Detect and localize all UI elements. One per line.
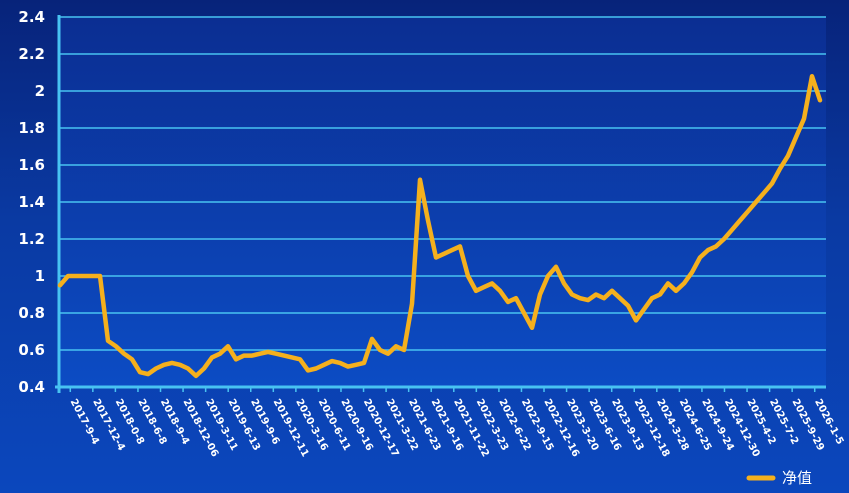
grid-lines [59,16,826,388]
y-tick-label: 2 [35,82,45,100]
series-layer [57,73,823,379]
y-tick-label: 0.6 [18,341,45,359]
x-tick-labels: 2017-9-42017-12-42018-0-82018-6-82018-9-… [68,397,846,459]
y-tick-label: 1 [35,267,45,285]
series-line-net-value [57,73,823,379]
y-tick-label: 1.6 [18,156,45,174]
legend-label: 净值 [782,469,812,487]
y-tick-labels: 0.4 0.6 0.8 1 1.2 1.4 1.6 1.8 2 2.2 2.4 [18,8,45,396]
y-tick-label: 1.2 [18,230,45,248]
y-tick-label: 0.8 [18,304,45,322]
y-tick-label: 2.4 [18,8,45,26]
y-tick-label: 2.2 [18,45,45,63]
legend: 净值 [746,469,812,487]
axes [55,15,826,393]
y-tick-label: 1.4 [18,193,45,211]
y-tick-label: 0.4 [18,378,45,396]
y-tick-label: 1.8 [18,119,45,137]
